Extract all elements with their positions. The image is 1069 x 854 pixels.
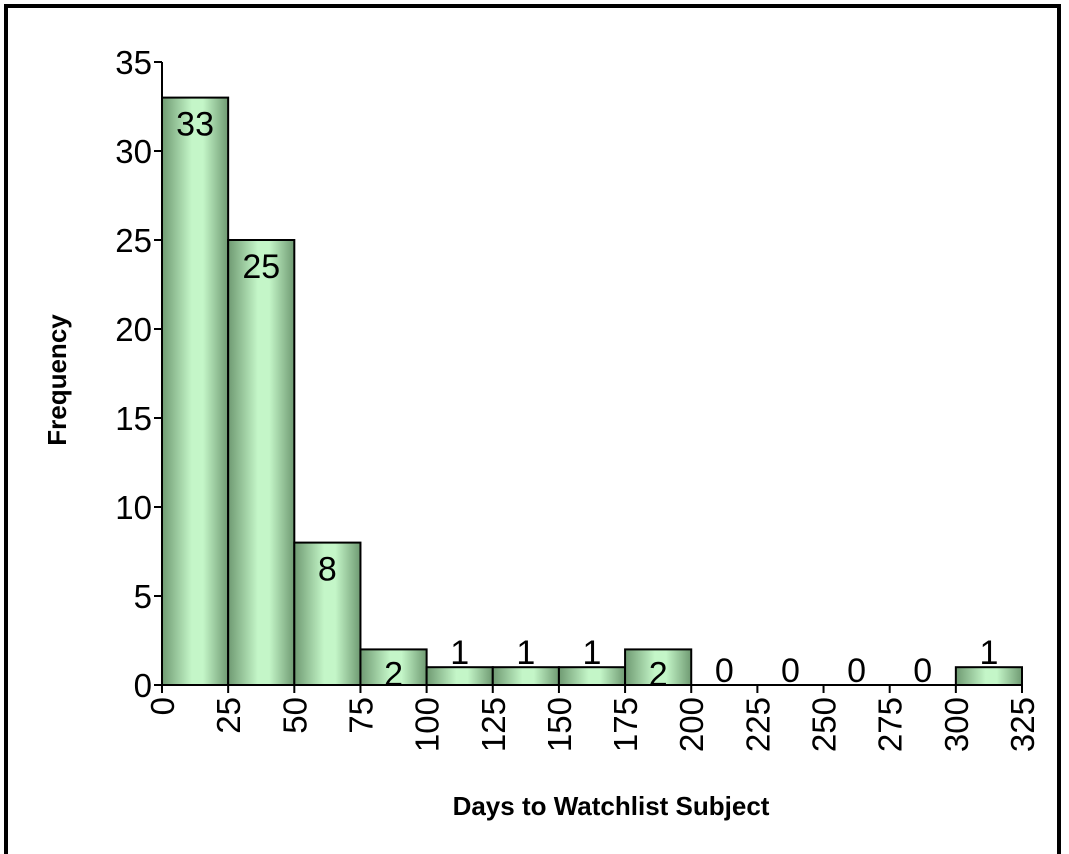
y-tick-label-30: 30 bbox=[115, 133, 152, 170]
y-axis-title: Frequency bbox=[42, 314, 72, 446]
data-label-150-175: 1 bbox=[583, 634, 602, 672]
bars-group bbox=[161, 96, 1023, 687]
data-label-125-150: 1 bbox=[516, 634, 535, 672]
y-tick-label-10: 10 bbox=[115, 489, 152, 526]
data-label-250-275: 0 bbox=[847, 652, 866, 690]
x-tick-label-0: 0 bbox=[144, 697, 181, 715]
data-label-75-100: 2 bbox=[384, 655, 403, 693]
x-tick-label-150: 150 bbox=[541, 697, 578, 752]
y-tick-label-15: 15 bbox=[115, 400, 152, 437]
data-label-200-225: 0 bbox=[715, 652, 734, 690]
x-tick-label-50: 50 bbox=[276, 697, 313, 734]
x-tick-label-100: 100 bbox=[409, 697, 446, 752]
bar-175-200 bbox=[624, 648, 693, 687]
x-tick-label-300: 300 bbox=[938, 697, 975, 752]
x-tick-label-325: 325 bbox=[1004, 697, 1041, 752]
x-tick-label-200: 200 bbox=[673, 697, 710, 752]
x-tick-label-175: 175 bbox=[607, 697, 644, 752]
bar-50-75 bbox=[293, 541, 362, 686]
y-tick-label-20: 20 bbox=[115, 311, 152, 348]
y-tick-label-0: 0 bbox=[134, 667, 152, 704]
bar-25-50 bbox=[227, 239, 296, 686]
bar-0-25 bbox=[161, 96, 230, 687]
data-label-225-250: 0 bbox=[781, 652, 800, 690]
data-label-175-200: 2 bbox=[649, 655, 668, 693]
x-tick-label-225: 225 bbox=[739, 697, 776, 752]
data-label-300-325: 1 bbox=[979, 634, 998, 672]
y-tick-label-35: 35 bbox=[115, 44, 152, 81]
x-tick-label-75: 75 bbox=[342, 697, 379, 734]
data-label-25-50: 25 bbox=[242, 248, 280, 286]
data-label-100-125: 1 bbox=[450, 634, 469, 672]
y-tick-label-25: 25 bbox=[115, 222, 152, 259]
data-label-275-300: 0 bbox=[913, 652, 932, 690]
data-labels-group: 33 25 8 2 1 1 1 2 0 0 0 0 1 bbox=[176, 106, 998, 694]
x-tick-label-250: 250 bbox=[806, 697, 843, 752]
data-label-50-75: 8 bbox=[318, 551, 337, 589]
x-tick-label-125: 125 bbox=[475, 697, 512, 752]
data-label-0-25: 33 bbox=[176, 106, 214, 144]
y-tick-label-5: 5 bbox=[134, 578, 152, 615]
x-axis-title: Days to Watchlist Subject bbox=[453, 791, 770, 821]
x-tick-label-25: 25 bbox=[210, 697, 247, 734]
x-tick-label-275: 275 bbox=[872, 697, 909, 752]
